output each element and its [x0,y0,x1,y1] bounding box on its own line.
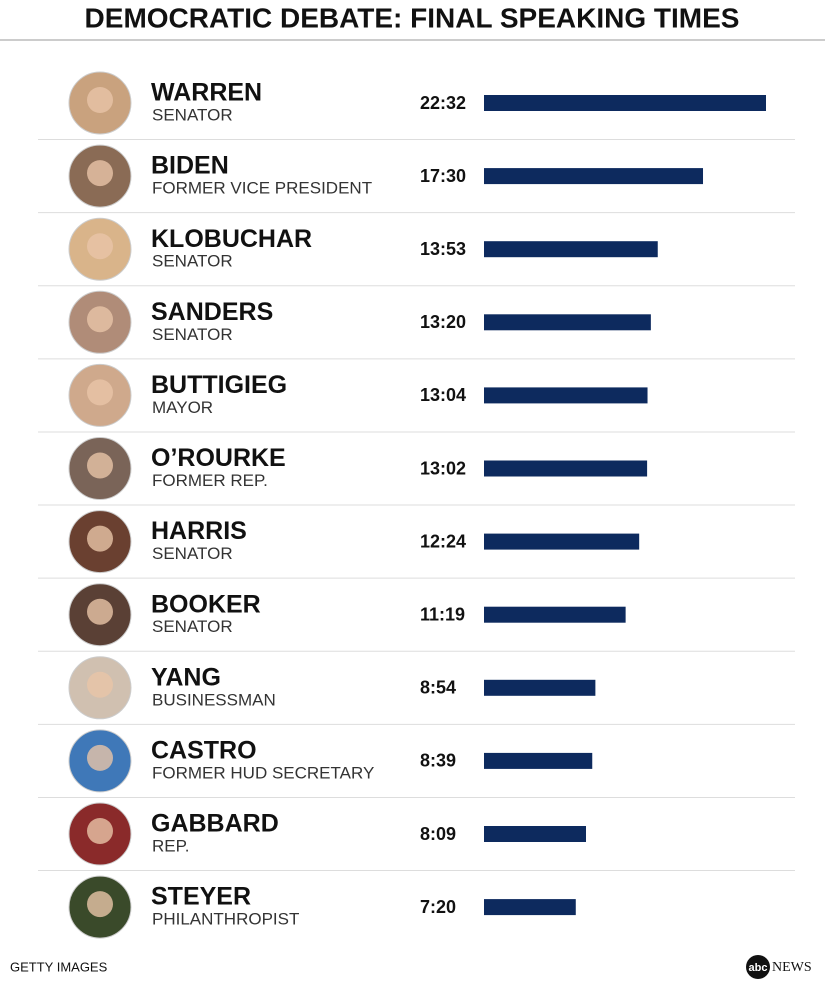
bar [484,314,651,331]
candidate-role: BUSINESSMAN [152,690,276,709]
candidate-name: O’ROURKE [151,444,286,472]
candidate-role: MAYOR [152,398,213,417]
value-label: 13:02 [420,458,466,478]
source: GETTY IMAGES [10,959,108,974]
value-label: 7:20 [420,897,456,917]
candidate-name: STEYER [151,883,251,911]
photo-face [87,818,113,844]
bar [484,95,766,111]
photo-face [87,598,113,625]
candidate-name: YANG [151,663,221,691]
value-label: 8:54 [420,678,456,698]
candidate-role: FORMER VICE PRESIDENT [152,179,372,198]
bar [484,460,648,477]
bar [484,387,648,404]
value-label: 8:39 [420,751,456,771]
logo-circle [746,955,770,979]
photo-face [87,233,113,260]
value-label: 13:53 [420,239,466,259]
photo-face [87,379,113,406]
value-label: 13:04 [420,385,466,405]
candidate-name: BIDEN [151,152,229,180]
candidate-name: KLOBUCHAR [151,225,312,253]
value-label: 8:09 [420,824,456,844]
value-label: 12:24 [420,531,466,551]
candidate-name: CASTRO [151,737,257,765]
bar [484,241,658,258]
logo-text: NEWS [772,960,812,975]
candidate-role: SENATOR [152,617,233,636]
bar [484,679,596,696]
photo-face [87,744,113,771]
bar [484,606,626,623]
candidate-role: SENATOR [152,105,233,124]
bar [484,899,576,916]
photo-face [87,671,113,698]
bar [484,826,586,842]
candidate-role: REP. [152,836,190,855]
photo-face [87,525,113,552]
candidate-role: PHILANTHROPIST [152,910,299,929]
candidate-name: BOOKER [151,590,261,618]
bar [484,168,704,185]
candidate-role: SENATOR [152,544,233,563]
value-label: 13:20 [420,312,466,332]
photo-face [87,306,113,333]
candidate-name: WARREN [151,79,262,107]
value-label: 22:32 [420,93,466,113]
candidate-role: SENATOR [152,252,233,271]
candidate-role: FORMER REP. [152,471,268,490]
candidate-name: SANDERS [151,298,273,326]
photo-face [87,891,113,918]
candidate-role: FORMER HUD SECRETARY [152,763,374,782]
candidate-name: HARRIS [151,517,247,545]
photo-face [87,160,113,187]
candidate-name: GABBARD [151,810,279,838]
value-label: 11:19 [420,604,465,624]
logo-mark: abc [749,962,768,974]
candidate-name: BUTTIGIEG [151,371,287,399]
bar [484,533,640,550]
photo-face [87,452,113,479]
chart-title: DEMOCRATIC DEBATE: FINAL SPEAKING TIMES [85,2,740,33]
bar [484,752,593,769]
value-label: 17:30 [420,166,466,186]
photo-face [87,87,113,113]
candidate-role: SENATOR [152,325,233,344]
